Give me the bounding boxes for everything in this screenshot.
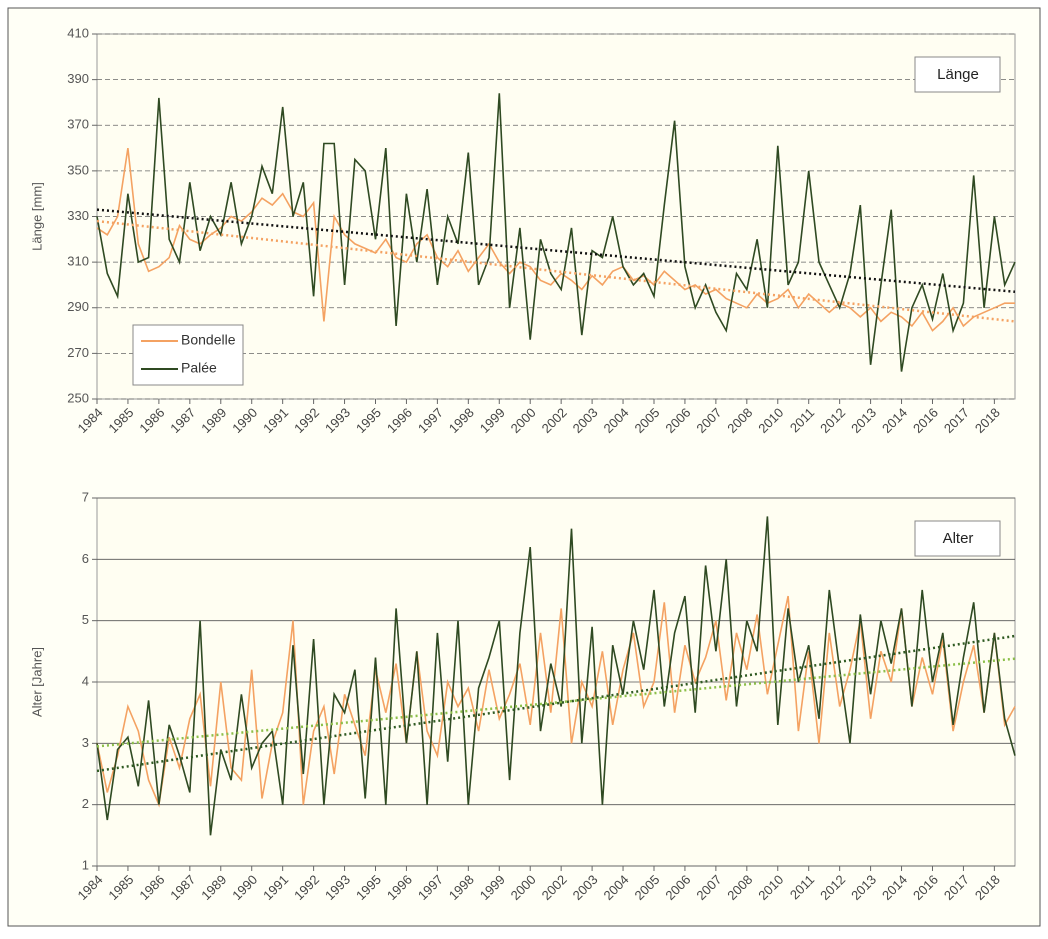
y-tick-label: 290 bbox=[67, 299, 89, 314]
y-axis-label: Alter [Jahre] bbox=[29, 647, 44, 717]
series-line bbox=[96, 516, 1016, 836]
title-box bbox=[914, 520, 1001, 557]
series-line bbox=[96, 147, 1015, 332]
legend-label: Bondelle bbox=[181, 332, 236, 348]
y-tick-label: 370 bbox=[67, 117, 89, 132]
y-tick-label: 7 bbox=[82, 489, 89, 504]
y-tick-label: 350 bbox=[67, 162, 89, 177]
legend-box bbox=[132, 324, 244, 386]
legend-label: Palée bbox=[181, 360, 217, 376]
y-tick-label: 250 bbox=[67, 390, 89, 405]
y-tick-label: 310 bbox=[67, 254, 89, 269]
trend-line bbox=[96, 657, 1016, 748]
panel-title: Alter bbox=[943, 530, 974, 547]
series-line bbox=[96, 93, 1016, 372]
y-tick-label: 3 bbox=[82, 735, 89, 750]
y-tick-label: 270 bbox=[67, 345, 89, 360]
trend-line bbox=[96, 208, 1016, 294]
panel-title: Länge bbox=[937, 66, 979, 83]
y-tick-label: 410 bbox=[67, 25, 89, 40]
title-box bbox=[914, 56, 1001, 93]
trend-line bbox=[96, 219, 1016, 323]
y-tick-label: 1 bbox=[82, 857, 89, 872]
series-line bbox=[96, 595, 1016, 808]
y-tick-label: 390 bbox=[67, 71, 89, 86]
y-tick-label: 6 bbox=[82, 551, 89, 566]
y-tick-label: 2 bbox=[82, 796, 89, 811]
y-tick-label: 4 bbox=[82, 673, 89, 688]
y-tick-label: 330 bbox=[67, 208, 89, 223]
y-tick-label: 5 bbox=[82, 612, 89, 627]
y-axis-label: Länge [mm] bbox=[29, 182, 44, 251]
